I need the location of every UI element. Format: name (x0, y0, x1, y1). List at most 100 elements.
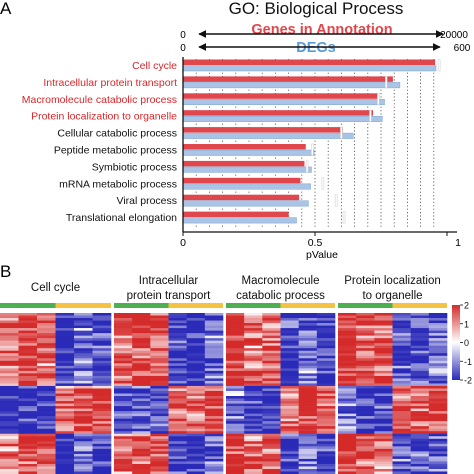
heatmap-cell (356, 365, 375, 369)
heatmap-cell (410, 416, 430, 419)
heatmap-cell (374, 345, 393, 349)
heatmap-cell (316, 320, 336, 324)
category-label: mRNA metabolic process (59, 178, 177, 190)
heatmap-cell (37, 466, 56, 470)
heatmap-cell (244, 348, 263, 352)
heatmap-cell (226, 380, 245, 384)
heatmap-cell (74, 340, 93, 344)
heatmap-cell (150, 355, 169, 359)
heatmap-cell (92, 396, 112, 399)
heatmap-cell (168, 456, 187, 460)
heatmap-cell (316, 436, 336, 440)
heatmap-cell (0, 345, 19, 349)
heatmap-cell (316, 358, 336, 362)
heatmap-cell (280, 406, 299, 409)
heatmap-cell (186, 403, 206, 407)
heatmap-cell (428, 315, 448, 319)
heatmap-cell (18, 461, 38, 465)
heatmap-cell (204, 353, 224, 357)
heatmap-cell (37, 433, 56, 437)
heatmap-cell (428, 385, 448, 389)
heatmap-cell (204, 413, 224, 417)
heatmap-cell (356, 363, 375, 367)
heatmap-cell (204, 388, 224, 392)
heatmap-cell (18, 443, 38, 447)
heatmap-cell (280, 388, 299, 392)
heatmap-cell (18, 393, 38, 397)
heatmap-cell (298, 466, 318, 470)
heatmap-cell (74, 353, 93, 357)
heatmap-cell (392, 416, 411, 419)
heatmap-cell (356, 423, 375, 427)
heatmap-cell (338, 318, 357, 321)
heatmap-cell (244, 358, 263, 362)
heatmap-cell (374, 468, 393, 472)
heatmap-cell (262, 471, 281, 474)
heatmap-cell (298, 373, 318, 377)
heatmap-cell (18, 338, 38, 341)
heatmap-cell (37, 348, 56, 352)
heatmap-cell (186, 411, 206, 414)
heatmap-cell (168, 370, 187, 374)
heatmap-cell (298, 448, 318, 452)
heatmap-cell (204, 340, 224, 344)
heatmap-cell (114, 408, 133, 412)
heatmap-cell (186, 406, 206, 409)
heatmap-cell (410, 353, 430, 357)
heatmap-cell (186, 416, 206, 419)
heatmap-cell (114, 411, 133, 414)
heatmap-cell (0, 338, 19, 341)
heatmap-cell (244, 453, 263, 457)
heatmap-cell (55, 318, 75, 321)
heatmap-cell (114, 343, 133, 347)
heatmap-cell (392, 428, 411, 432)
heatmap-cell (37, 323, 56, 326)
heatmap-cell (338, 416, 357, 419)
heatmap-cell (338, 338, 357, 341)
heatmap-cell (204, 313, 224, 316)
heatmap-cell (74, 363, 93, 367)
group-bar-treatment (280, 303, 335, 308)
heatmap-cell (392, 396, 411, 399)
heatmap-cell (18, 340, 38, 344)
genes-bar (183, 144, 306, 150)
heatmap-cell (92, 466, 112, 470)
heatmap-cell (374, 396, 393, 399)
heatmap-cell (168, 421, 187, 424)
heatmap-cell (132, 406, 151, 409)
heatmap-cell (74, 468, 93, 472)
heatmap-cell (132, 461, 151, 465)
heatmap-cell (55, 456, 75, 460)
heatmap-cell (356, 416, 375, 419)
heatmap-cell (204, 380, 224, 384)
heatmap-cell (37, 338, 56, 341)
genes-bar (183, 110, 374, 116)
heatmap-cell (168, 380, 187, 384)
heatmap-cell (150, 423, 169, 427)
heatmap-cell (186, 396, 206, 399)
heatmap-cell (410, 466, 430, 470)
heatmap-cell (262, 413, 281, 417)
heatmap-cell (74, 343, 93, 347)
heatmap-cell (392, 453, 411, 457)
heatmap-cell (392, 320, 411, 324)
heatmap-cell (280, 458, 299, 462)
heatmap-cell (374, 421, 393, 424)
heatmap-cell (356, 403, 375, 407)
heatmap-cell (74, 416, 93, 419)
heatmap-cell (316, 413, 336, 417)
heatmap-cell (280, 438, 299, 442)
heatmap-cell (168, 448, 187, 452)
heatmap-cell (114, 330, 133, 334)
heatmap-cell (92, 348, 112, 352)
heatmap-cell (55, 463, 75, 467)
heatmap-cell (204, 378, 224, 382)
heatmap-cell (18, 428, 38, 432)
heatmap-cell (338, 353, 357, 357)
heatmap-cell (55, 328, 75, 331)
x-axis-label: pValue (306, 249, 338, 261)
heatmap-cell (298, 390, 318, 394)
heatmap-cell (338, 385, 357, 389)
heatmap-cell (55, 335, 75, 339)
heatmap-cell (204, 390, 224, 394)
